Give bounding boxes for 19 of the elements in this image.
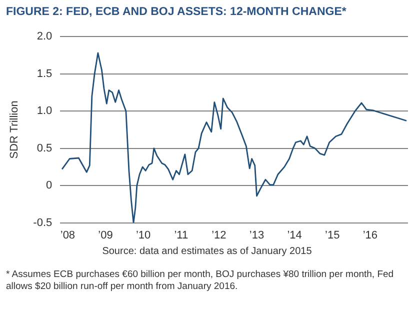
x-tick-label: ’14 [287,229,302,242]
x-tick-label: ’15 [325,229,340,242]
y-tick-label: 0.5 [36,142,52,154]
y-tick-label: 2.0 [36,30,52,43]
y-axis-title: SDR Trillion [8,100,21,159]
chart-title: FIGURE 2: FED, ECB AND BOJ ASSETS: 12-MONTH CHANGE* [5,5,348,20]
y-tick-label: -0.5 [33,216,52,229]
x-tick-label: ’13 [249,229,264,242]
x-tick-label: ’09 [98,229,113,242]
x-tick-label: ’08 [60,229,76,242]
x-tick-label: ’12 [212,229,226,242]
text: * Assumes ECB purchases €60 billion per month, BOJ purchases ¥80 trillion per month, Fed allows $20 billion run-off per month from January 2016. [5,268,395,293]
y-tick-label: 1.5 [36,68,52,80]
x-tick-label: ’16 [362,229,378,242]
y-tick-label: 1.0 [36,105,52,118]
source-note: Source: data and estimates as of January 2015 [101,246,313,257]
y-tick-label: 0 [46,180,52,192]
x-tick-label: ’11 [174,229,188,242]
x-tick-label: ’10 [136,229,151,242]
